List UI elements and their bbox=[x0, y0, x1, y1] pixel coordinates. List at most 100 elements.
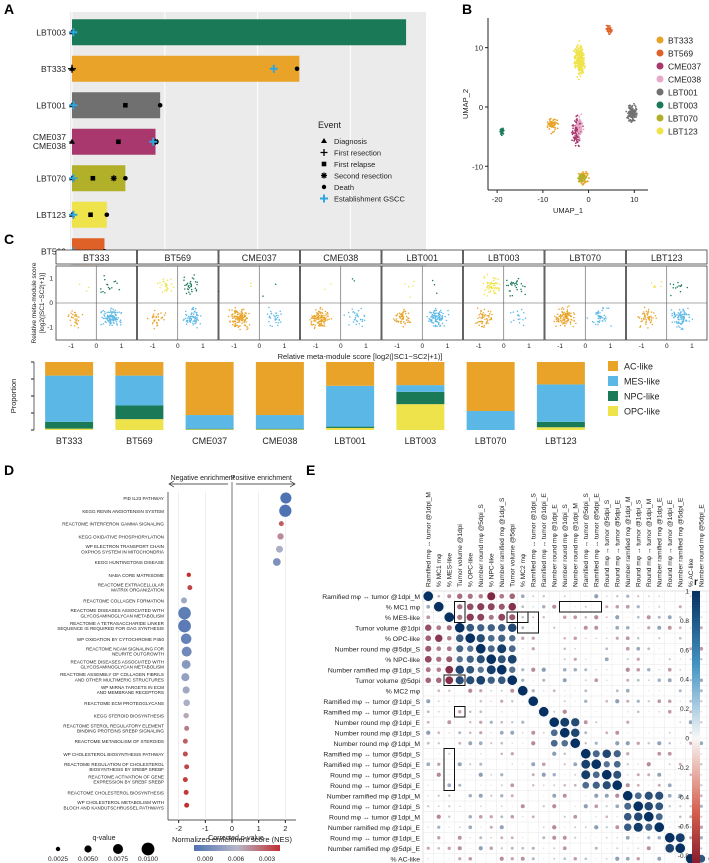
cell-point bbox=[493, 277, 496, 280]
cell-point bbox=[560, 308, 563, 310]
proportion-bar-segment bbox=[396, 385, 445, 392]
cell-point bbox=[643, 315, 646, 318]
correlation-circle bbox=[689, 658, 692, 661]
correlation-circle bbox=[467, 645, 474, 652]
correlation-circle bbox=[700, 763, 703, 766]
cell-point bbox=[166, 279, 169, 281]
size-legend-label: 0.0100 bbox=[138, 856, 158, 863]
heatmap-cell bbox=[580, 643, 592, 655]
heatmap-cell bbox=[664, 590, 676, 602]
column-label: Round mφ ↔ tumor @1dpi_M bbox=[646, 499, 653, 587]
correlation-circle bbox=[521, 668, 525, 672]
cell-point bbox=[357, 316, 360, 318]
cell-point bbox=[669, 283, 672, 285]
cell-point bbox=[234, 322, 237, 325]
correlation-circle bbox=[424, 624, 432, 632]
cell-point bbox=[566, 309, 569, 311]
cell-point bbox=[653, 286, 655, 288]
correlation-circle bbox=[625, 625, 630, 630]
correlation-circle bbox=[648, 690, 650, 692]
correlation-circle bbox=[584, 679, 587, 682]
umap-point bbox=[581, 54, 584, 57]
cell-point bbox=[188, 319, 190, 321]
cell-point bbox=[436, 318, 438, 321]
cell-point bbox=[598, 314, 600, 317]
umap-point bbox=[583, 59, 586, 62]
correlation-circle bbox=[448, 774, 450, 776]
correlation-circle bbox=[490, 732, 492, 734]
umap-point bbox=[581, 64, 584, 67]
cell-point bbox=[509, 282, 512, 285]
umap-point bbox=[608, 33, 611, 36]
x-tick-label: -1 bbox=[202, 824, 209, 833]
correlation-circle bbox=[469, 753, 471, 755]
cell-point bbox=[442, 312, 444, 315]
umap-point bbox=[578, 78, 580, 81]
correlation-circle bbox=[615, 615, 620, 620]
umap-point bbox=[556, 127, 559, 130]
cell-point bbox=[596, 313, 599, 315]
cell-point bbox=[447, 313, 450, 316]
cell-point bbox=[594, 323, 597, 326]
cell-point bbox=[239, 313, 242, 315]
correlation-circle bbox=[487, 634, 495, 642]
column-label: Tumor volume @1dpi bbox=[457, 524, 464, 587]
correlation-circle bbox=[479, 710, 483, 714]
x-tick-label: 1 bbox=[690, 343, 694, 350]
panel-label-c: C bbox=[4, 231, 14, 247]
cell-point bbox=[190, 318, 193, 321]
enrichment-point bbox=[182, 686, 190, 694]
cell-point bbox=[322, 316, 325, 319]
cell-point bbox=[595, 313, 597, 315]
correlation-circle bbox=[552, 689, 556, 693]
correlation-circle bbox=[510, 688, 515, 693]
correlation-circle bbox=[509, 593, 516, 600]
cell-point bbox=[512, 311, 515, 313]
correlation-circle bbox=[655, 791, 664, 800]
cell-point bbox=[245, 318, 247, 320]
cell-point bbox=[564, 325, 566, 327]
correlation-circle bbox=[553, 784, 556, 787]
column-label: % OPC-like bbox=[467, 553, 474, 587]
correlation-circle bbox=[466, 613, 474, 621]
correlation-circle bbox=[457, 593, 463, 599]
correlation-circle bbox=[436, 667, 442, 673]
correlation-circle bbox=[459, 753, 461, 755]
legend-symbol bbox=[320, 194, 328, 203]
umap-point bbox=[577, 172, 580, 175]
correlation-circle bbox=[552, 604, 557, 609]
umap-point bbox=[633, 116, 636, 119]
facet-header bbox=[381, 249, 463, 265]
correlation-circle bbox=[657, 772, 662, 777]
correlation-circle bbox=[522, 648, 524, 650]
cell-point bbox=[351, 308, 353, 310]
heatmap-cell bbox=[590, 685, 602, 697]
umap-point bbox=[606, 24, 609, 27]
umap-point bbox=[502, 132, 505, 135]
heatmap-cell bbox=[664, 853, 676, 863]
cell-point bbox=[605, 316, 607, 318]
correlation-circle bbox=[562, 793, 567, 798]
cell-point bbox=[358, 323, 361, 325]
pathway-label: KEGG HUNTINGTONS DISEASE bbox=[95, 560, 164, 565]
heatmap-cell bbox=[527, 748, 539, 760]
correlation-circle bbox=[573, 636, 577, 640]
cell-point bbox=[441, 317, 444, 319]
cell-point bbox=[676, 286, 679, 288]
cell-point bbox=[654, 315, 657, 317]
cell-point bbox=[654, 286, 657, 288]
x-tick-label: -20 bbox=[492, 195, 503, 204]
cell-point bbox=[679, 290, 682, 293]
umap-point bbox=[573, 55, 576, 58]
size-legend-dot bbox=[84, 845, 92, 853]
correlation-circle bbox=[646, 846, 651, 851]
umap-point bbox=[574, 144, 577, 147]
correlation-circle bbox=[469, 847, 471, 849]
cell-point bbox=[194, 316, 197, 318]
correlation-circle bbox=[563, 647, 567, 651]
cell-point bbox=[280, 313, 282, 315]
timeline-bar bbox=[72, 19, 407, 46]
cell-point bbox=[70, 316, 73, 319]
timeline-bar bbox=[72, 165, 126, 192]
cell-point bbox=[564, 316, 567, 319]
